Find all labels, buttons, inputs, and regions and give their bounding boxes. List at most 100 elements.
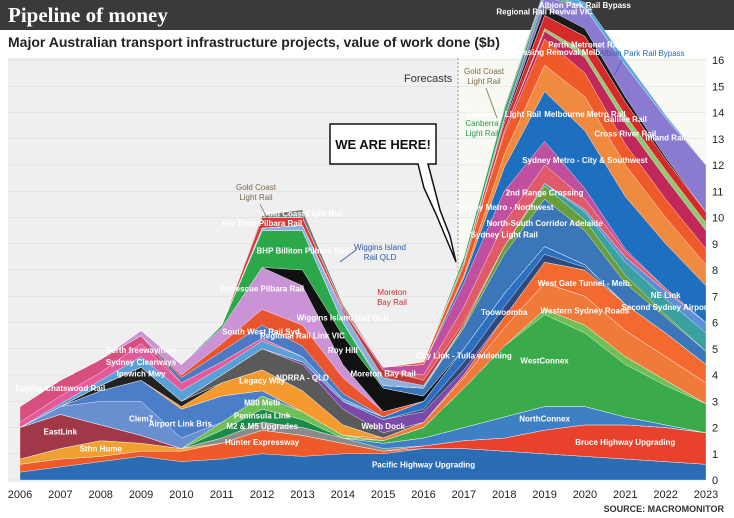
series-label-1: Hunter Expressway bbox=[225, 438, 300, 447]
series-label-4: M2 & M5 Upgrades bbox=[226, 422, 298, 431]
y-tick-label: 6 bbox=[712, 318, 718, 330]
x-tick-label: 2013 bbox=[290, 489, 314, 501]
series-label-47: Albion Park Rail Bypass bbox=[539, 1, 632, 10]
series-labels: Pacific Highway Upgrading Hunter Expressw… bbox=[15, 1, 710, 469]
x-tick-label: 2012 bbox=[250, 489, 274, 501]
note-gold-coast-1: Gold Coast bbox=[236, 183, 277, 192]
series-label-10: Clem7 bbox=[129, 414, 154, 423]
series-label-3: Sthn Hume bbox=[80, 445, 123, 454]
series-label-19: City Link - Tulla widening bbox=[416, 351, 512, 360]
series-label-39: Cross River Rail bbox=[594, 130, 656, 139]
series-label-25: Fortescue Pilbara Rail bbox=[220, 284, 304, 293]
x-tick-label: 2014 bbox=[331, 489, 355, 501]
series-label-16: NDRRA - QLD bbox=[276, 374, 329, 383]
series-label-34: Sydney Light Rail bbox=[471, 231, 538, 240]
x-tick-label: 2021 bbox=[613, 489, 637, 501]
x-tick-label: 2019 bbox=[532, 489, 556, 501]
note-gold-coast-b1: Gold Coast bbox=[464, 67, 505, 76]
series-label-5: NorthConnex bbox=[519, 414, 570, 423]
y-tick-label: 11 bbox=[712, 186, 723, 198]
x-tick-label: 2017 bbox=[452, 489, 476, 501]
y-tick-label: 10 bbox=[712, 213, 724, 225]
series-label-27: BHP Billiton Pilbara Rail bbox=[257, 246, 349, 255]
y-tick-label: 14 bbox=[712, 108, 724, 120]
note-gold-coast-b2: Light Rail bbox=[467, 77, 501, 86]
x-tick-label: 2011 bbox=[210, 489, 234, 501]
note-gold-coast-2: Light Rail bbox=[239, 193, 273, 202]
y-tick-label: 9 bbox=[712, 239, 718, 251]
note-moreton-2: Bay Rail bbox=[377, 298, 407, 307]
chart-subtitle: Major Australian transport infrastructur… bbox=[8, 34, 500, 50]
callout-bubble bbox=[329, 123, 457, 263]
series-label-26: Roy Hill bbox=[328, 346, 358, 355]
series-label-28: North-South Corridor Adelaide bbox=[487, 219, 604, 228]
callout: WE ARE HERE! bbox=[329, 123, 457, 263]
x-tick-label: 2008 bbox=[88, 489, 112, 501]
series-label-18: Toowoomba bbox=[481, 308, 528, 317]
note-wiggins-1: Wiggins Island bbox=[354, 243, 406, 252]
series-label-0: Pacific Highway Upgrading bbox=[372, 460, 475, 469]
series-label-15: West Gate Tunnel - Melb. bbox=[538, 279, 632, 288]
note-albion-line bbox=[613, 59, 623, 77]
note-albion: Albion Park Rail Bypass bbox=[599, 49, 684, 58]
series-label-20: Sydney Clearways bbox=[106, 358, 177, 367]
series-label-33: Moreton Bay Rail bbox=[351, 370, 416, 379]
series-label-45: Canberra Light Rail bbox=[467, 110, 541, 119]
series-label-8: WestConnex bbox=[520, 357, 569, 366]
x-tick-labels: 2006 2007 2008 2009 2010 2011 2012 2013 2014 2015… bbox=[8, 489, 718, 501]
y-tick-label: 1 bbox=[712, 449, 718, 461]
x-tick-label: 2009 bbox=[129, 489, 153, 501]
y-tick-label: 15 bbox=[712, 81, 724, 93]
series-label-24: Regional Rail Link VIC bbox=[260, 332, 345, 341]
series-label-44: Inland Rail bbox=[645, 133, 685, 142]
forecast-label: Forecasts bbox=[404, 73, 453, 85]
series-label-17: Webb Dock bbox=[361, 422, 405, 431]
y-tick-label: 7 bbox=[712, 291, 718, 303]
chart-title: Pipeline of money bbox=[8, 3, 168, 27]
series-label-21: Perth freeway/hwy bbox=[106, 346, 177, 355]
note-wiggins-line bbox=[339, 249, 357, 263]
series-area-47 bbox=[19, 0, 707, 407]
y-tick-label: 0 bbox=[712, 475, 718, 487]
x-tick-label: 2015 bbox=[371, 489, 395, 501]
note-gold-coast-b-line bbox=[485, 87, 498, 119]
series-label-22: Epping-Chatswood Rail bbox=[15, 384, 105, 393]
series-label-29: 2nd Range Crossing bbox=[506, 189, 584, 198]
title-bar: Pipeline of money bbox=[0, 0, 734, 30]
series-label-31: NE Link bbox=[651, 291, 681, 300]
series-label-38: Level Crossing Removal Melb. bbox=[487, 48, 603, 57]
x-tick-label: 2020 bbox=[573, 489, 597, 501]
x-tick-label: 2016 bbox=[411, 489, 435, 501]
y-tick-label: 3 bbox=[712, 396, 718, 408]
series-label-9: M80 Melb bbox=[244, 399, 280, 408]
y-tick-label: 16 bbox=[712, 55, 724, 67]
series-label-41: Perth Metronet Rail bbox=[548, 40, 621, 49]
x-tick-label: 2018 bbox=[492, 489, 516, 501]
y-tick-label: 8 bbox=[712, 265, 718, 277]
note-gold-coast-line bbox=[259, 203, 269, 221]
note-canberra-2: Light Rail bbox=[465, 129, 499, 138]
x-tick-label: 2022 bbox=[653, 489, 677, 501]
note-canberra-1: Canberra bbox=[465, 119, 499, 128]
y-tick-label: 12 bbox=[712, 160, 724, 172]
series-label-32: Wiggins Island Rail QLD bbox=[297, 313, 390, 322]
note-wiggins-2: Rail QLD bbox=[364, 253, 397, 262]
series-label-43: Regional Rail Revival VIC bbox=[496, 7, 593, 16]
x-tick-label: 2006 bbox=[8, 489, 32, 501]
series-areas bbox=[19, 0, 707, 481]
series-label-30: Second Sydney Airport bbox=[622, 303, 711, 312]
series-label-23: South West Rail Syd. bbox=[222, 328, 302, 337]
series-label-11: Airport Link Bris. bbox=[149, 420, 214, 429]
series-label-40: Galilee Rail bbox=[604, 115, 647, 124]
series-label-36: Sydney Metro - City & Southwest bbox=[522, 156, 648, 165]
x-tick-label: 2010 bbox=[169, 489, 193, 501]
y-tick-label: 2 bbox=[712, 423, 718, 435]
series-label-7: Peninsula Link bbox=[234, 412, 291, 421]
callout-text: WE ARE HERE! bbox=[335, 137, 431, 152]
note-moreton-1: Moreton bbox=[377, 288, 406, 297]
y-tick-label: 13 bbox=[712, 134, 724, 146]
series-label-6: EastLink bbox=[44, 427, 78, 436]
series-label-35: Sydney Metro - Northwest bbox=[455, 203, 554, 212]
x-tick-label: 2007 bbox=[48, 489, 72, 501]
